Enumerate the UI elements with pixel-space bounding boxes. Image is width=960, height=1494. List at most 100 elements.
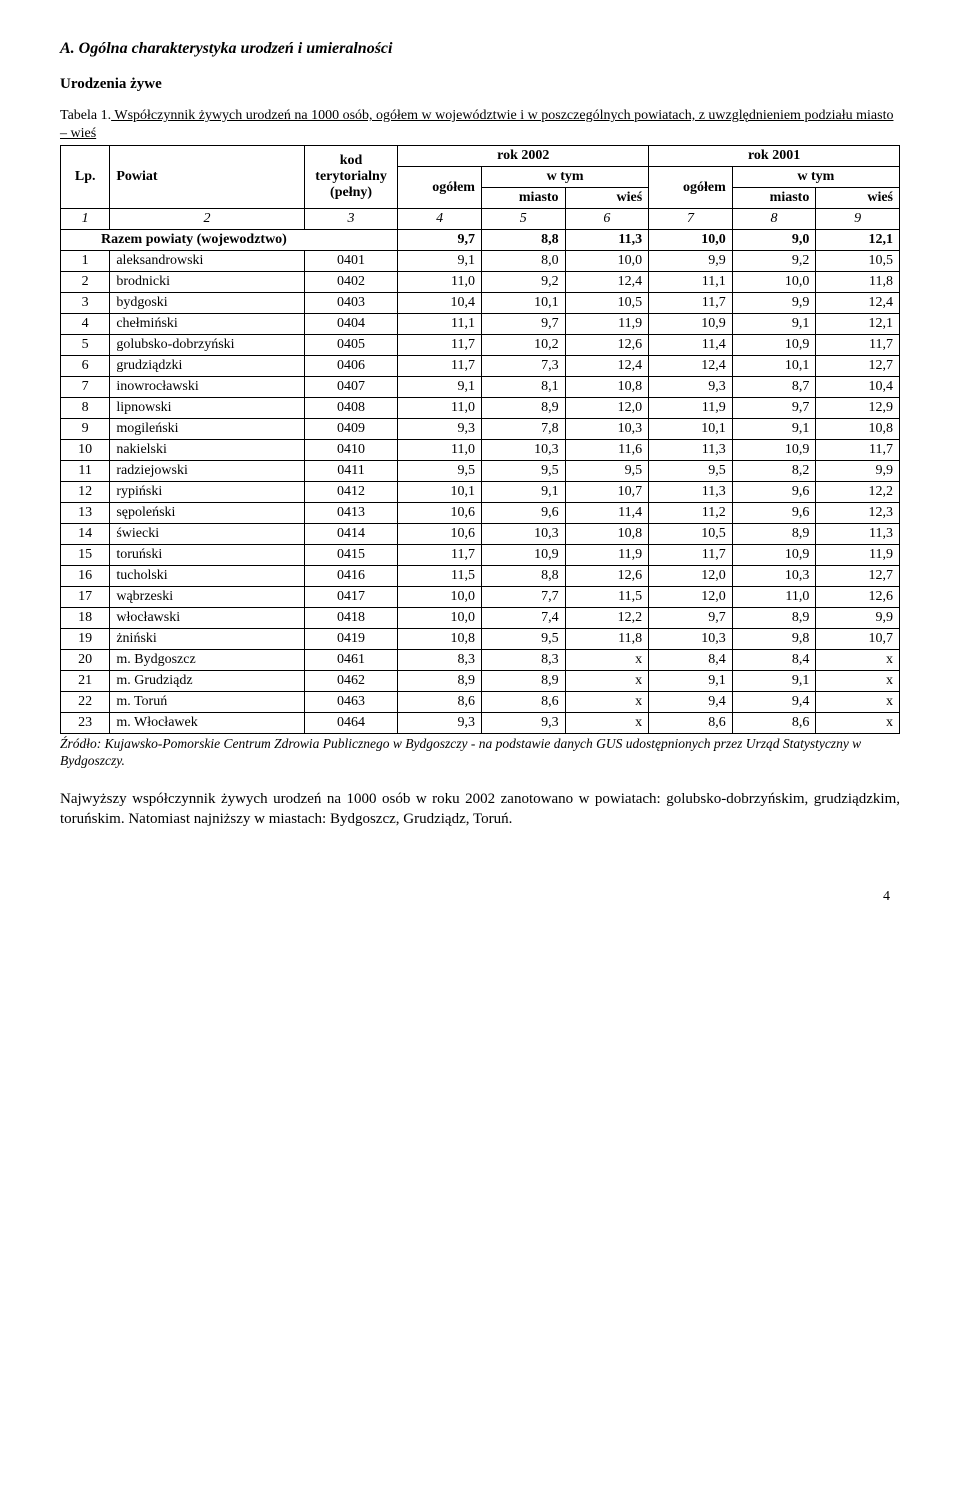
- table-cell: 10,3: [565, 419, 649, 440]
- table-cell: 9,3: [398, 419, 482, 440]
- table-cell: 4: [61, 314, 110, 335]
- table-cell: lipnowski: [110, 398, 304, 419]
- table-cell: 12,0: [649, 587, 733, 608]
- table-row: 22m. Toruń04638,68,6x9,49,4x: [61, 692, 900, 713]
- table-cell: 0418: [304, 608, 398, 629]
- table-cell: 8,8: [481, 566, 565, 587]
- colnum-6: 6: [565, 209, 649, 230]
- table-row: 5golubsko-dobrzyński040511,710,212,611,4…: [61, 335, 900, 356]
- table-cell: 11,8: [565, 629, 649, 650]
- table-cell: 9,6: [732, 482, 816, 503]
- table-cell: 8,9: [732, 524, 816, 545]
- table-cell: 0401: [304, 251, 398, 272]
- table-cell: x: [565, 650, 649, 671]
- table-cell: 0412: [304, 482, 398, 503]
- th-rok2002: rok 2002: [398, 146, 649, 167]
- table-cell: 7,3: [481, 356, 565, 377]
- table-cell: 12,4: [565, 272, 649, 293]
- table-cell: 0407: [304, 377, 398, 398]
- razem-label: Razem powiaty (wojewodztwo): [61, 230, 398, 251]
- table-cell: 12,6: [816, 587, 900, 608]
- table-cell: 0462: [304, 671, 398, 692]
- table-cell: 8,0: [481, 251, 565, 272]
- table-cell: 8,3: [398, 650, 482, 671]
- table-cell: 11,3: [649, 482, 733, 503]
- table-cell: 10,4: [398, 293, 482, 314]
- th-rok2001: rok 2001: [649, 146, 900, 167]
- table-cell: żniński: [110, 629, 304, 650]
- table-cell: 10,9: [481, 545, 565, 566]
- table-cell: 0406: [304, 356, 398, 377]
- table-cell: 9,5: [481, 461, 565, 482]
- table-row: 3bydgoski040310,410,110,511,79,912,4: [61, 293, 900, 314]
- th-miasto-2002: miasto: [481, 188, 565, 209]
- table-cell: golubsko-dobrzyński: [110, 335, 304, 356]
- table-cell: 8,6: [481, 692, 565, 713]
- table-row: 8lipnowski040811,08,912,011,99,712,9: [61, 398, 900, 419]
- table-cell: 9,6: [732, 503, 816, 524]
- table-cell: 11,7: [398, 356, 482, 377]
- table-cell: 11: [61, 461, 110, 482]
- table-cell: 12,6: [565, 335, 649, 356]
- table-cell: 0413: [304, 503, 398, 524]
- table-cell: 21: [61, 671, 110, 692]
- table-cell: 10,3: [481, 524, 565, 545]
- th-powiat: Powiat: [110, 146, 304, 209]
- colnum-2: 2: [110, 209, 304, 230]
- table-cell: mogileński: [110, 419, 304, 440]
- table-cell: 10,6: [398, 503, 482, 524]
- table-cell: 11,5: [565, 587, 649, 608]
- table-row: 15toruński041511,710,911,911,710,911,9: [61, 545, 900, 566]
- section-title: A. Ogólna charakterystyka urodzeń i umie…: [60, 40, 900, 58]
- table-cell: 11,0: [732, 587, 816, 608]
- table-cell: 11,4: [649, 335, 733, 356]
- table-cell: 10,0: [732, 272, 816, 293]
- table-cell: 0416: [304, 566, 398, 587]
- table-cell: 20: [61, 650, 110, 671]
- th-kod: kod terytorialny (pełny): [304, 146, 398, 209]
- table-cell: 10,9: [732, 335, 816, 356]
- table-cell: 10,0: [398, 608, 482, 629]
- table-cell: 10,8: [398, 629, 482, 650]
- table-cell: 8,6: [649, 713, 733, 734]
- table-cell: 10,1: [398, 482, 482, 503]
- table-cell: 10,3: [649, 629, 733, 650]
- table-row: 7inowrocławski04079,18,110,89,38,710,4: [61, 377, 900, 398]
- table-cell: radziejowski: [110, 461, 304, 482]
- table-cell: 11,0: [398, 272, 482, 293]
- table-cell: 10: [61, 440, 110, 461]
- table-cell: 0415: [304, 545, 398, 566]
- table-cell: 10,1: [481, 293, 565, 314]
- table-cell: 10,0: [565, 251, 649, 272]
- razem-v6: 12,1: [816, 230, 900, 251]
- table-cell: 9,4: [732, 692, 816, 713]
- table-cell: 11,1: [649, 272, 733, 293]
- table-cell: 8,7: [732, 377, 816, 398]
- table-cell: 9,7: [481, 314, 565, 335]
- table-cell: 8,1: [481, 377, 565, 398]
- data-table: Lp. Powiat kod terytorialny (pełny) rok …: [60, 145, 900, 734]
- table-cell: 11,4: [565, 503, 649, 524]
- table-row: 11radziejowski04119,59,59,59,58,29,9: [61, 461, 900, 482]
- table-cell: brodnicki: [110, 272, 304, 293]
- table-cell: 7: [61, 377, 110, 398]
- table-cell: 7,7: [481, 587, 565, 608]
- table-row: 9mogileński04099,37,810,310,19,110,8: [61, 419, 900, 440]
- table-cell: 12,4: [565, 356, 649, 377]
- th-miasto-2001: miasto: [732, 188, 816, 209]
- table-cell: 12,1: [816, 314, 900, 335]
- table-row: 21m. Grudziądz04628,98,9x9,19,1x: [61, 671, 900, 692]
- table-cell: toruński: [110, 545, 304, 566]
- table-cell: 11,3: [649, 440, 733, 461]
- table-cell: x: [565, 671, 649, 692]
- table-cell: 11,7: [649, 545, 733, 566]
- table-cell: 23: [61, 713, 110, 734]
- table-cell: 0417: [304, 587, 398, 608]
- table-cell: 17: [61, 587, 110, 608]
- table-cell: 0402: [304, 272, 398, 293]
- table-cell: 11,7: [649, 293, 733, 314]
- colnum-7: 7: [649, 209, 733, 230]
- table-cell: 12,2: [816, 482, 900, 503]
- table-cell: x: [565, 692, 649, 713]
- table-cell: 15: [61, 545, 110, 566]
